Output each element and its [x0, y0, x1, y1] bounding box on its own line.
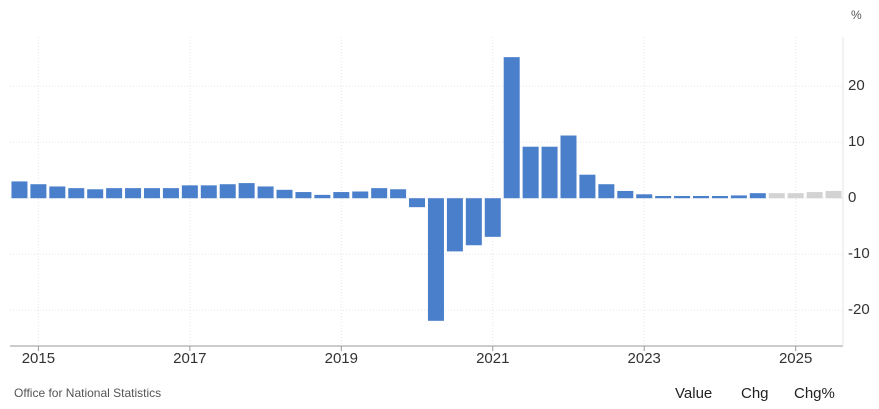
y-tick-label: 0	[848, 189, 856, 206]
bar	[200, 185, 217, 199]
x-tick-label: 2025	[779, 350, 812, 367]
source: Office for National Statistics	[14, 386, 161, 400]
x-tick-label: 2021	[476, 350, 509, 367]
y-tick-label: 10	[848, 133, 865, 150]
bar	[560, 135, 577, 199]
bar	[730, 195, 747, 199]
bar	[598, 184, 615, 199]
bar	[409, 198, 426, 208]
bar	[276, 189, 293, 199]
bar	[693, 195, 710, 199]
bar	[768, 193, 785, 199]
bar	[674, 195, 691, 199]
bar	[371, 188, 388, 199]
bar	[68, 188, 85, 199]
bar	[579, 174, 596, 199]
y-tick-label: -20	[848, 301, 870, 318]
bar	[238, 183, 255, 199]
bar	[503, 57, 520, 199]
value-button[interactable]: Value	[675, 385, 712, 402]
y-tick-label: -10	[848, 245, 870, 262]
bar	[143, 188, 160, 199]
bar	[617, 190, 634, 199]
bar	[162, 188, 179, 199]
chg-pct-button[interactable]: Chg%	[794, 385, 835, 402]
bar	[787, 193, 804, 199]
bar	[446, 198, 463, 252]
bar	[30, 184, 47, 199]
bar	[484, 198, 501, 237]
bar	[352, 191, 369, 199]
bar	[825, 190, 842, 199]
bar	[106, 188, 123, 199]
bar	[806, 192, 823, 199]
bar	[295, 192, 312, 199]
x-tick-label: 2023	[628, 350, 661, 367]
bar	[427, 198, 444, 321]
bar	[522, 146, 539, 199]
bar	[465, 198, 482, 246]
bar	[711, 195, 728, 199]
bar	[257, 186, 274, 199]
bar	[219, 184, 236, 199]
bar	[749, 193, 766, 199]
bar	[655, 195, 672, 199]
y-tick-label: 20	[848, 77, 865, 94]
x-tick-label: 2015	[22, 350, 55, 367]
bar	[333, 192, 350, 199]
bar	[636, 194, 653, 199]
chg-button[interactable]: Chg	[741, 385, 769, 402]
bar	[181, 185, 198, 199]
bar	[541, 146, 558, 199]
x-tick-label: 2017	[173, 350, 206, 367]
bar	[390, 189, 407, 199]
bar	[11, 181, 28, 199]
bar	[125, 188, 142, 199]
unit-label: %	[851, 8, 862, 22]
x-tick-label: 2019	[325, 350, 358, 367]
bar	[49, 186, 66, 199]
bar	[314, 194, 331, 199]
bar	[87, 189, 104, 199]
